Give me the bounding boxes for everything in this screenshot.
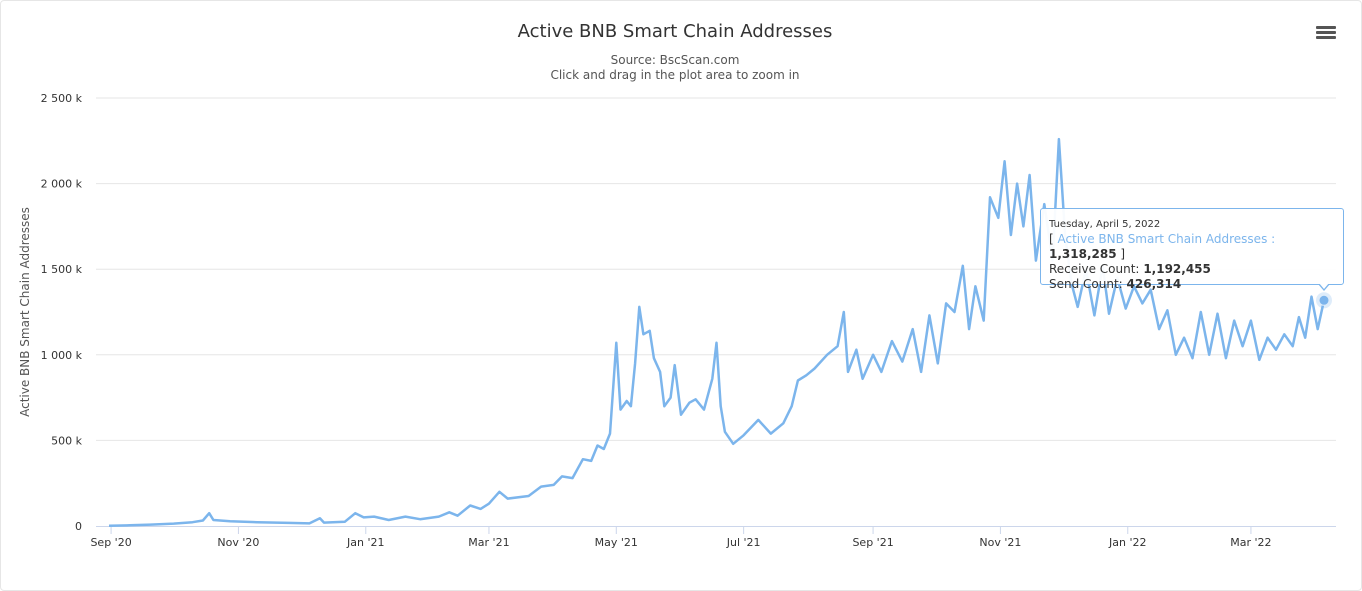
x-axis: Sep '20 Nov '20 Jan '21 Mar '21 May '21 Jul '… — [90, 526, 1336, 549]
x-tick-label: Sep '20 — [90, 536, 131, 549]
x-tick-label: Jan '21 — [346, 536, 384, 549]
y-tick-label: 2 000 k — [41, 178, 83, 191]
tooltip-series-value: 1,318,285 — [1049, 247, 1117, 261]
x-tick-label: Nov '21 — [979, 536, 1021, 549]
tooltip-receive-value: 1,192,455 — [1143, 262, 1211, 276]
y-tick-label: 1 500 k — [41, 263, 83, 276]
hover-point-marker[interactable] — [1318, 294, 1330, 306]
x-tick-label: Nov '20 — [217, 536, 259, 549]
x-tick-label: Jan '22 — [1108, 536, 1146, 549]
x-tick-label: May '21 — [595, 536, 638, 549]
tooltip-series-row: [ Active BNB Smart Chain Addresses : 1,3… — [1049, 232, 1276, 261]
y-tick-label: 1 000 k — [41, 349, 83, 362]
chart-subtitle-zoom-hint: Click and drag in the plot area to zoom … — [550, 68, 800, 82]
tooltip-date: Tuesday, April 5, 2022 — [1049, 219, 1161, 230]
x-tick-label: Jul '21 — [726, 536, 761, 549]
tooltip-series-name: Active BNB Smart Chain Addresses — [1057, 232, 1268, 246]
chart-subtitle-source: Source: BscScan.com — [610, 53, 740, 67]
y-tick-label: 500 k — [51, 434, 82, 447]
tooltip-receive-row: Receive Count: 1,192,455 — [1049, 262, 1335, 277]
tooltip-send-row: Send Count: 426,314 — [1049, 277, 1335, 292]
tooltip-send-label: Send Count: — [1049, 277, 1123, 291]
hamburger-menu-icon[interactable] — [1316, 26, 1336, 42]
hover-point-halo — [1316, 292, 1332, 309]
x-tick-label: Mar '21 — [468, 536, 509, 549]
x-tick-label: Mar '22 — [1230, 536, 1271, 549]
tooltip-receive-label: Receive Count: — [1049, 262, 1140, 276]
tooltip: Tuesday, April 5, 2022 [ Active BNB Smar… — [1040, 208, 1344, 291]
chart-title: Active BNB Smart Chain Addresses — [517, 21, 833, 42]
y-axis-label: Active BNB Smart Chain Addresses — [18, 207, 32, 417]
series-line[interactable] — [108, 137, 1326, 527]
tooltip-pointer-inner — [1319, 283, 1329, 289]
y-tick-label: 0 — [75, 520, 82, 533]
x-tick-label: Sep '21 — [852, 536, 893, 549]
y-axis-ticks: 0 500 k 1 000 k 1 500 k 2 000 k 2 500 k — [41, 92, 83, 533]
y-tick-label: 2 500 k — [41, 92, 83, 105]
tooltip-send-value: 426,314 — [1126, 277, 1182, 291]
